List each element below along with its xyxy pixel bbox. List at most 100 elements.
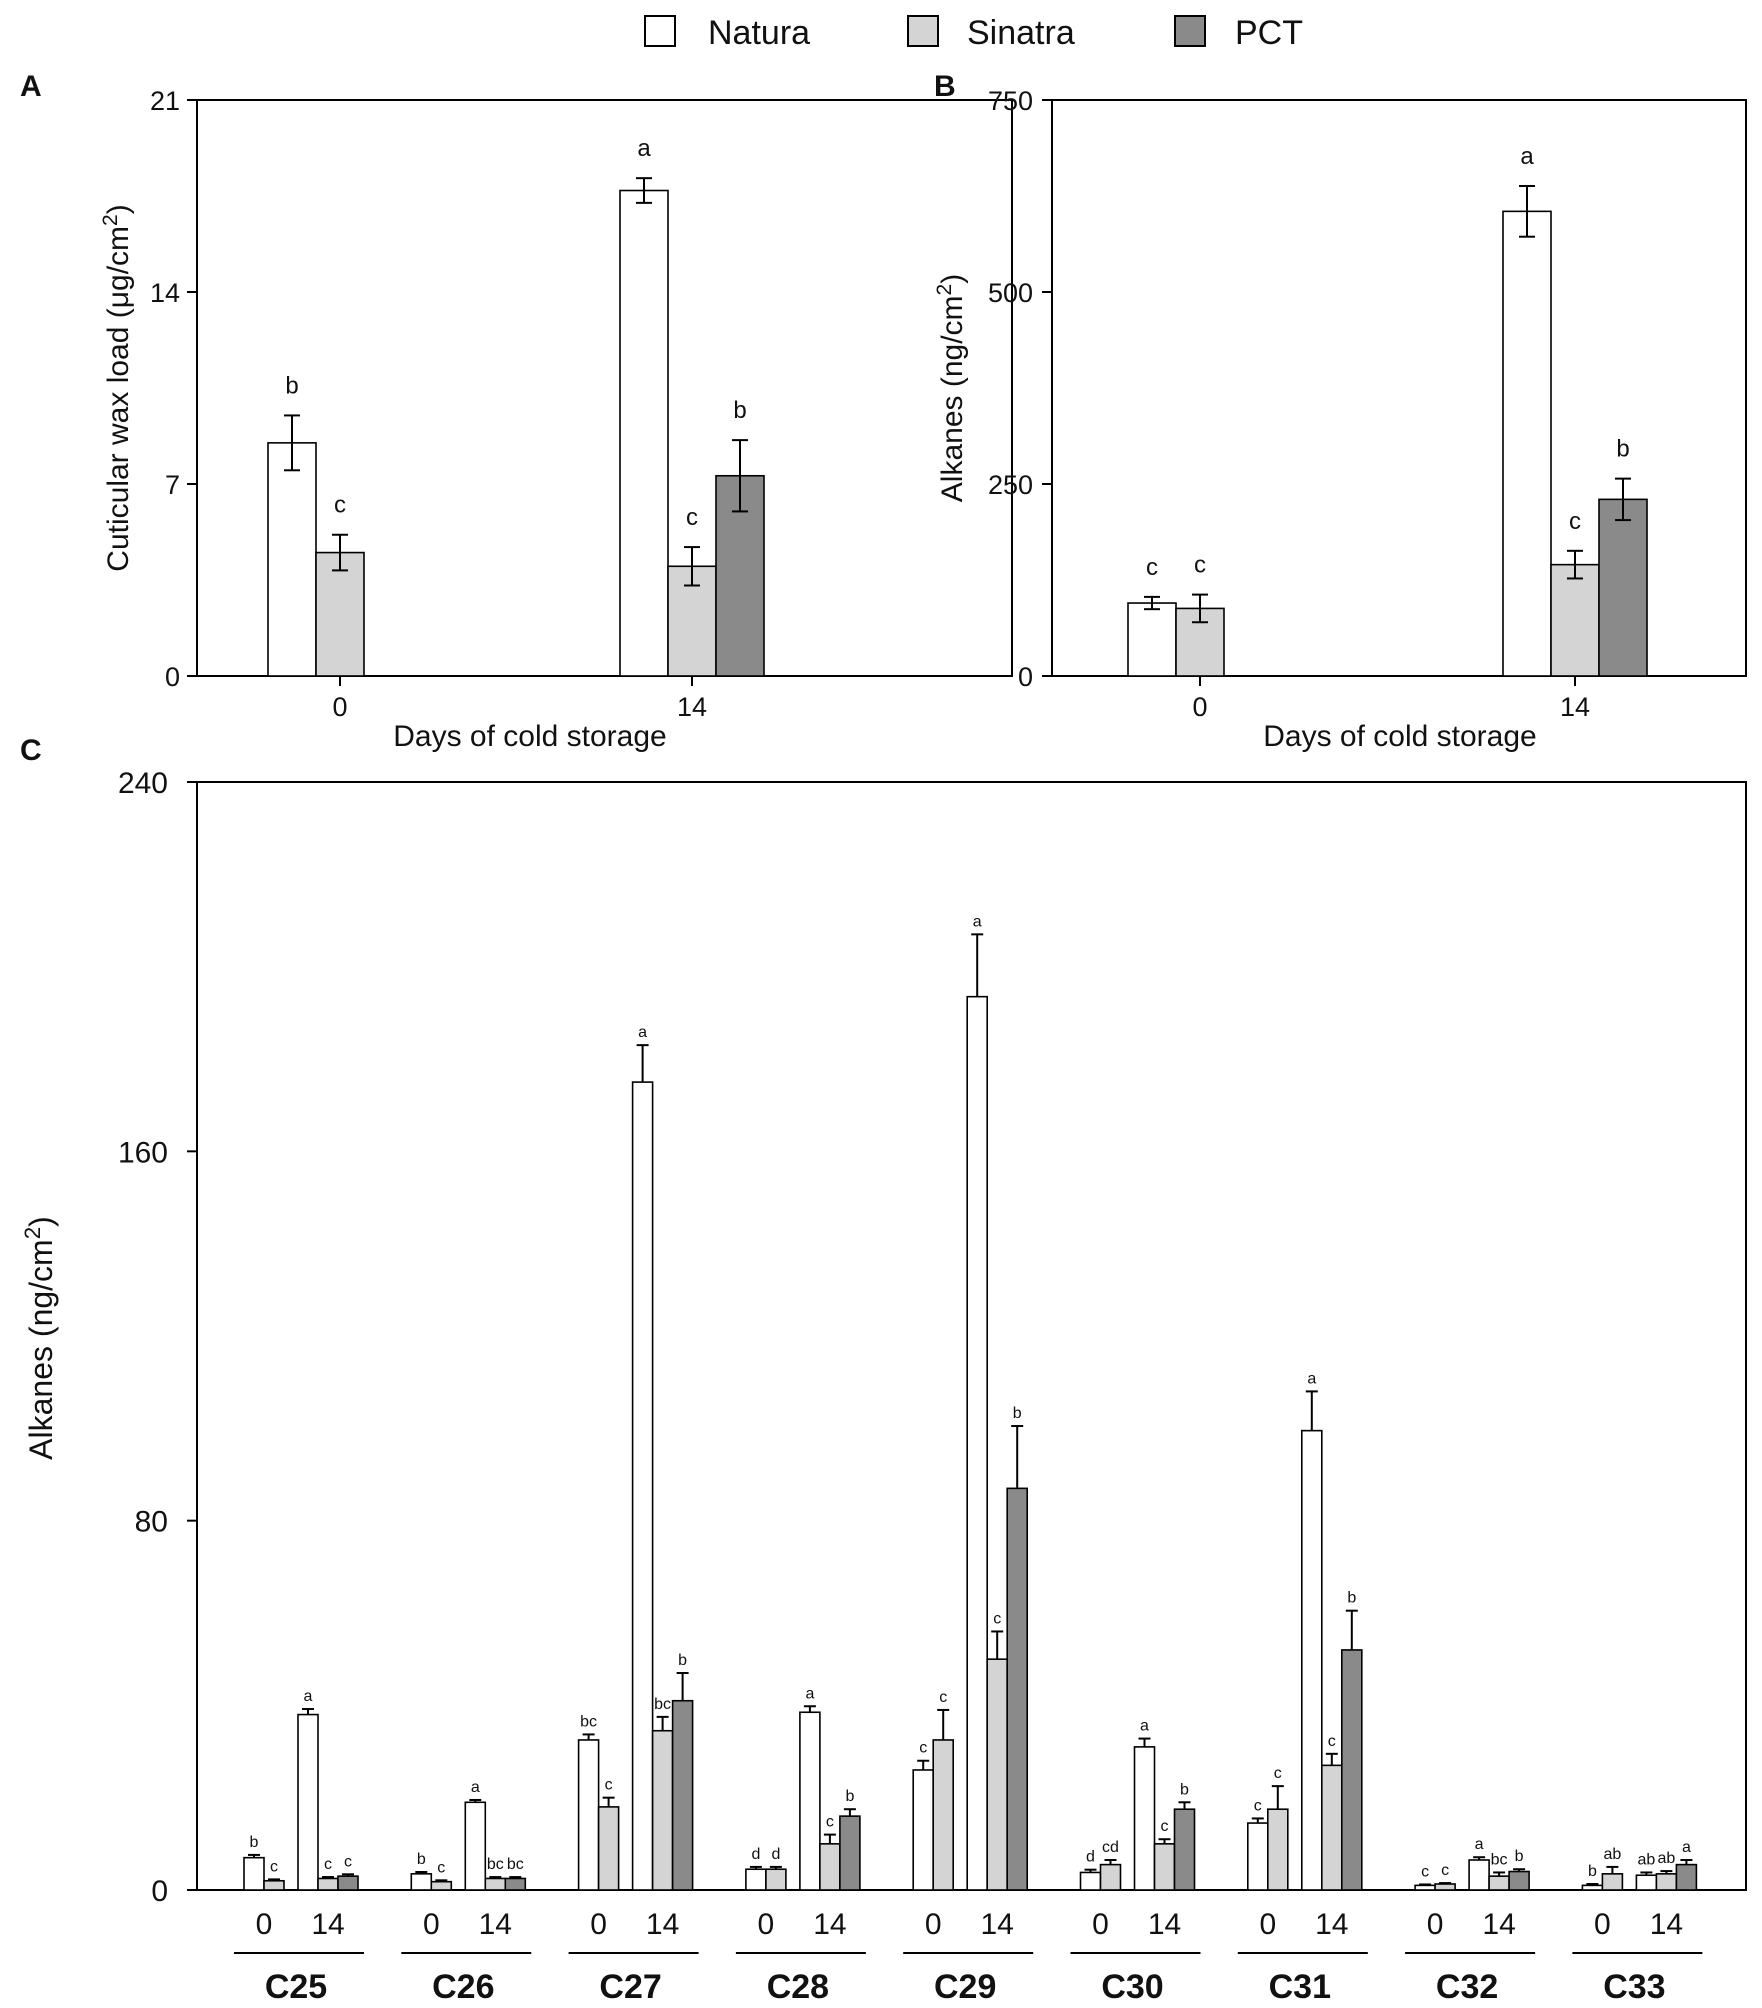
sig-letter-c: bc xyxy=(487,1856,504,1873)
errorbar-c-c33-natura-day0 xyxy=(1586,1882,1599,1886)
panel-c-day-label: 14 xyxy=(981,1908,1014,1941)
bar-c-c28-sinatra-day14 xyxy=(819,1843,841,1891)
bar-c-c25-natura-day14 xyxy=(297,1713,319,1891)
errorbar-c-c32-natura-day14 xyxy=(1473,1856,1486,1860)
errorbar-c-c28-natura-day14 xyxy=(803,1705,816,1713)
panel-c-day-label: 14 xyxy=(1650,1908,1683,1941)
panel-a-ytick-label: 7 xyxy=(165,470,180,500)
panel-b-ytick-label: 0 xyxy=(1018,662,1033,692)
bar-c-c29-sinatra-day0 xyxy=(932,1739,955,1891)
bar-c-c29-natura-day14 xyxy=(966,995,989,1891)
sig-letter-c: c xyxy=(826,1814,834,1831)
sig-letter-a: c xyxy=(686,504,698,531)
panel-c-ylabel: Alkanes (ng/cm2) xyxy=(20,1216,60,1460)
errorbar-a-sinatra-day14 xyxy=(684,546,700,587)
errorbar-c-c26-natura-day0 xyxy=(415,1870,428,1874)
panel-b-xtick-label: 0 xyxy=(1192,692,1207,722)
bar-c-c28-natura-day0 xyxy=(745,1868,767,1891)
errorbar-c-c33-pct-day14 xyxy=(1680,1858,1693,1865)
panel-c-group-label: C31 xyxy=(1269,1968,1331,2006)
panel-c-day-label: 14 xyxy=(311,1908,344,1941)
errorbar-c-c30-natura-day0 xyxy=(1084,1868,1097,1873)
sig-letter-c: c xyxy=(1274,1765,1282,1782)
bar-c-c30-natura-day14 xyxy=(1133,1746,1156,1891)
panel-a-xlabel: Days of cold storage xyxy=(393,720,666,753)
errorbar-c-c30-natura-day14 xyxy=(1138,1737,1151,1747)
errorbar-c-c32-natura-day0 xyxy=(1419,1883,1432,1886)
panel-c-group-label: C27 xyxy=(599,1968,661,2006)
sig-letter-c: c xyxy=(993,1610,1001,1627)
errorbar-c-c28-natura-day0 xyxy=(749,1865,762,1870)
bar-c-c26-pct-day14 xyxy=(504,1877,527,1891)
panel-c-day-label: 14 xyxy=(646,1908,679,1941)
sig-letter-c: b xyxy=(250,1834,259,1851)
sig-letter-c: c xyxy=(1161,1818,1169,1835)
errorbar-c-c29-natura-day0 xyxy=(917,1759,930,1770)
bar-c-c33-sinatra-day14 xyxy=(1655,1873,1678,1891)
panel-a-frame xyxy=(196,99,1013,677)
panel-c-ytick-label: 240 xyxy=(118,767,168,800)
sig-letter-c: a xyxy=(1475,1836,1484,1853)
errorbar-c-c28-pct-day14 xyxy=(843,1808,856,1817)
sig-letter-c: d xyxy=(751,1846,760,1863)
errorbar-c-c30-sinatra-day0 xyxy=(1104,1858,1117,1865)
bar-c-c31-sinatra-day0 xyxy=(1267,1808,1289,1891)
bar-c-c26-natura-day14 xyxy=(464,1801,487,1891)
panel-b-frame xyxy=(1051,99,1747,677)
errorbar-b-pct-day14 xyxy=(1615,477,1631,522)
errorbar-c-c26-pct-day14 xyxy=(509,1876,522,1879)
errorbar-c-c32-sinatra-day14 xyxy=(1493,1871,1506,1877)
bar-c-c32-natura-day0 xyxy=(1414,1884,1436,1891)
bar-c-c31-natura-day14 xyxy=(1301,1429,1323,1891)
errorbar-c-c31-natura-day0 xyxy=(1251,1817,1264,1824)
bar-a-sinatra-day0 xyxy=(315,551,365,677)
sig-letter-c: b xyxy=(1515,1848,1524,1865)
errorbar-c-c32-pct-day14 xyxy=(1513,1868,1526,1872)
errorbar-c-c25-sinatra-day0 xyxy=(268,1878,280,1881)
errorbar-c-c29-natura-day14 xyxy=(971,933,984,997)
sig-letter-c: b xyxy=(1347,1590,1356,1607)
bar-c-c33-natura-day14 xyxy=(1635,1874,1658,1891)
sig-letter-c: c xyxy=(324,1856,332,1873)
bar-c-c27-natura-day0 xyxy=(577,1739,600,1891)
sig-letter-c: b xyxy=(417,1851,426,1868)
panel-b-xlabel: Days of cold storage xyxy=(1263,720,1536,753)
bar-c-c27-pct-day14 xyxy=(671,1699,694,1891)
panel-c-day-label: 0 xyxy=(1427,1908,1444,1941)
bar-c-c31-pct-day14 xyxy=(1341,1649,1363,1891)
sig-letter-c: a xyxy=(973,913,982,930)
bar-c-c30-pct-day14 xyxy=(1173,1808,1196,1891)
bar-c-c28-pct-day14 xyxy=(839,1815,861,1891)
errorbar-c-c31-sinatra-day14 xyxy=(1325,1752,1338,1766)
sig-letter-c: c xyxy=(1254,1797,1262,1814)
bar-c-c32-sinatra-day14 xyxy=(1488,1875,1510,1891)
bar-c-c26-sinatra-day14 xyxy=(484,1877,507,1891)
sig-letter-b: c xyxy=(1194,552,1206,579)
sig-letter-c: c xyxy=(437,1859,445,1876)
sig-letter-b: b xyxy=(1616,436,1629,463)
errorbar-b-sinatra-day0 xyxy=(1192,593,1208,624)
panel-a-ylabel: Cuticular wax load (μg/cm2) xyxy=(99,204,136,571)
sig-letter-c: b xyxy=(1013,1405,1022,1422)
sig-letter-c: ab xyxy=(1658,1850,1676,1867)
bar-c-c26-sinatra-day0 xyxy=(430,1880,453,1891)
bar-c-c30-natura-day0 xyxy=(1079,1871,1102,1891)
panel-c-day-label: 0 xyxy=(1594,1908,1611,1941)
panel-b-xtick-label: 14 xyxy=(1560,692,1590,722)
errorbar-c-c26-natura-day14 xyxy=(469,1798,482,1803)
legend-label-sinatra: Sinatra xyxy=(967,14,1075,52)
errorbar-c-c33-sinatra-day14 xyxy=(1660,1870,1673,1874)
panel-c-ytick-label: 160 xyxy=(118,1136,168,1169)
panel-c-day-label: 14 xyxy=(813,1908,846,1941)
bar-c-c28-sinatra-day0 xyxy=(765,1868,787,1891)
sig-letter-c: c xyxy=(605,1777,613,1794)
panel-c-day-label: 14 xyxy=(1315,1908,1348,1941)
sig-letter-c: c xyxy=(1441,1862,1449,1879)
sig-letter-c: a xyxy=(638,1024,647,1041)
panel-c-day-label: 0 xyxy=(256,1908,273,1941)
bar-b-natura-day0 xyxy=(1127,602,1177,677)
sig-letter-c: b xyxy=(845,1788,854,1805)
panel-b-ylabel: Alkanes (ng/cm2) xyxy=(933,274,970,502)
sig-letter-c: bc xyxy=(507,1856,524,1873)
panel-c-group-label: C33 xyxy=(1603,1968,1665,2006)
